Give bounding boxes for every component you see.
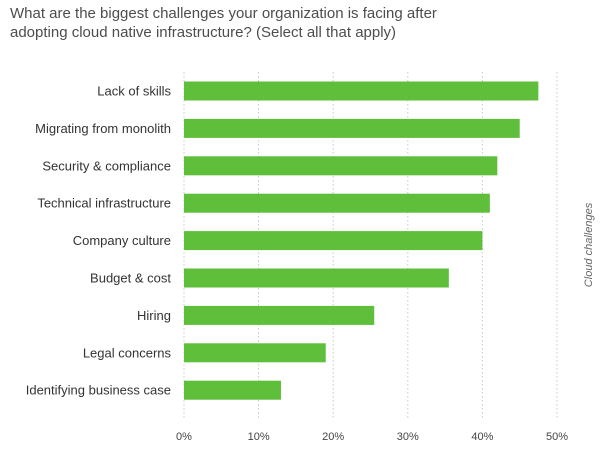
bar <box>184 343 326 363</box>
x-axis-ticks: 0% 10% 20% 30% 40% 50% <box>176 431 568 443</box>
x-tick-label: 30% <box>397 431 419 443</box>
bar <box>184 156 498 176</box>
x-tick-label: 10% <box>248 431 270 443</box>
category-label: Identifying business case <box>26 383 171 398</box>
category-label: Security & compliance <box>42 158 171 173</box>
category-label: Budget & cost <box>90 271 171 286</box>
bar <box>184 305 375 325</box>
category-label: Migrating from monolith <box>35 121 171 136</box>
category-label: Legal concerns <box>83 345 172 360</box>
bar <box>184 81 539 101</box>
bar <box>184 268 449 288</box>
bar <box>184 118 520 138</box>
bars <box>184 81 539 400</box>
category-labels: Lack of skills Migrating from monolith Sec… <box>26 84 172 398</box>
x-tick-label: 20% <box>322 431 344 443</box>
chart-title: What are the biggest challenges your org… <box>10 5 437 41</box>
bar <box>184 193 490 213</box>
x-tick-label: 0% <box>176 431 192 443</box>
category-label: Hiring <box>137 308 171 323</box>
category-label: Technical infrastructure <box>37 196 171 211</box>
category-label: Lack of skills <box>97 84 171 99</box>
x-tick-label: 40% <box>471 431 493 443</box>
category-label: Company culture <box>73 233 171 248</box>
y-axis-title: Cloud challenges <box>583 202 595 287</box>
bar <box>184 231 483 251</box>
bar <box>184 380 281 400</box>
x-tick-label: 50% <box>546 431 568 443</box>
